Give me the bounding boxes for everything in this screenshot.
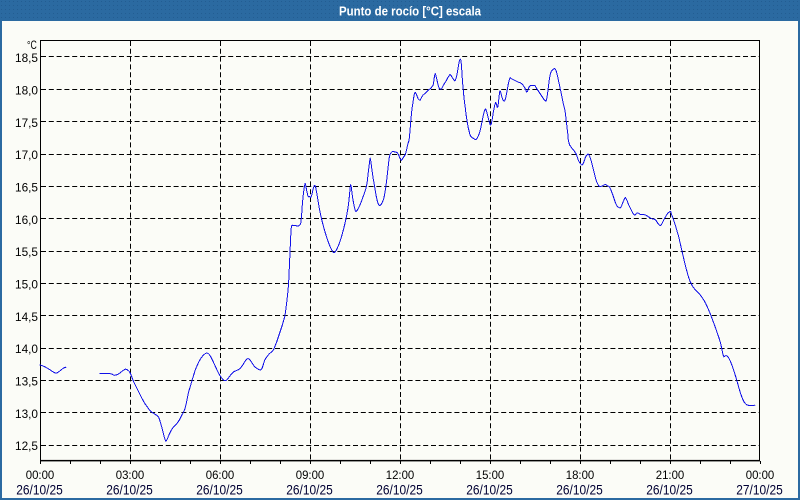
svg-text:21:00: 21:00 (656, 470, 685, 482)
svg-text:15,0: 15,0 (15, 278, 38, 292)
svg-text:06:00: 06:00 (206, 470, 235, 482)
svg-text:00:00: 00:00 (26, 470, 55, 482)
svg-text:03:00: 03:00 (116, 470, 145, 482)
svg-text:17,5: 17,5 (15, 116, 38, 130)
svg-text:13,5: 13,5 (15, 375, 38, 389)
svg-text:18,5: 18,5 (15, 51, 38, 65)
svg-text:18,0: 18,0 (15, 84, 38, 98)
svg-text:18:00: 18:00 (566, 470, 595, 482)
svg-text:26/10/25: 26/10/25 (466, 483, 513, 498)
svg-text:26/10/25: 26/10/25 (16, 483, 63, 498)
svg-text:00:00: 00:00 (746, 470, 775, 482)
svg-text:26/10/25: 26/10/25 (286, 483, 333, 498)
svg-text:09:00: 09:00 (296, 470, 325, 482)
svg-text:16,0: 16,0 (15, 213, 38, 227)
svg-text:°C: °C (27, 40, 37, 52)
svg-text:26/10/25: 26/10/25 (106, 483, 153, 498)
svg-text:14,5: 14,5 (15, 310, 38, 324)
svg-text:16,5: 16,5 (15, 181, 38, 195)
svg-text:15:00: 15:00 (476, 470, 505, 482)
svg-text:12,5: 12,5 (15, 439, 38, 453)
svg-text:26/10/25: 26/10/25 (556, 483, 603, 498)
svg-text:26/10/25: 26/10/25 (646, 483, 693, 498)
svg-text:13,0: 13,0 (15, 407, 38, 421)
svg-text:12:00: 12:00 (386, 470, 415, 482)
svg-text:26/10/25: 26/10/25 (196, 483, 243, 498)
svg-text:15,5: 15,5 (15, 245, 38, 259)
svg-text:14,0: 14,0 (15, 342, 38, 356)
svg-text:27/10/25: 27/10/25 (736, 483, 783, 498)
svg-text:26/10/25: 26/10/25 (376, 483, 423, 498)
svg-text:Punto de rocío [°C] escala: Punto de rocío [°C] escala (339, 4, 482, 19)
svg-text:17,0: 17,0 (15, 148, 38, 162)
